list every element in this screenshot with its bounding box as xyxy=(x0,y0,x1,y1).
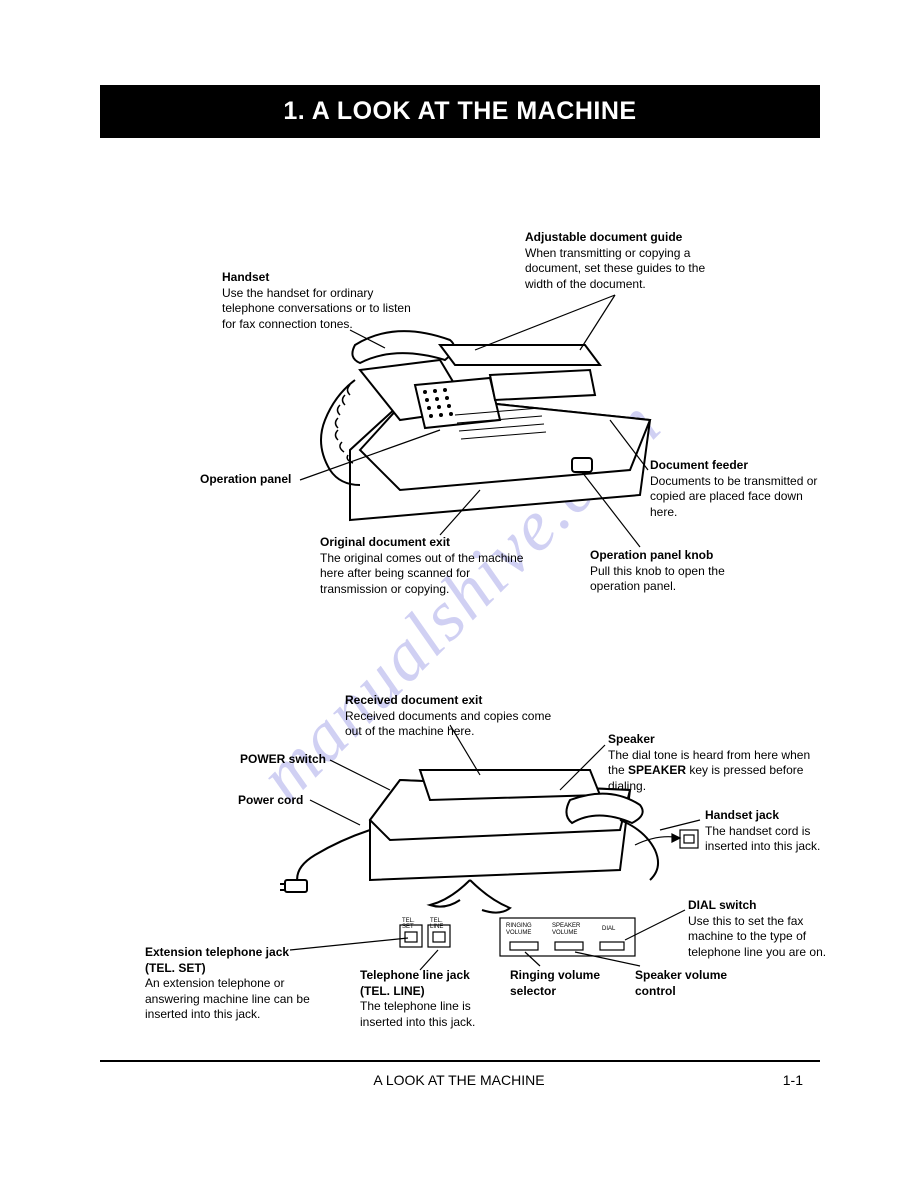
svg-text:LINE: LINE xyxy=(430,924,443,930)
callout-extension-jack: Extension telephone jack (TEL. SET) An e… xyxy=(145,945,310,1023)
callout-dial-switch: DIAL switch Use this to set the fax mach… xyxy=(688,898,838,960)
svg-text:DIAL: DIAL xyxy=(602,926,616,932)
callout-power-switch: POWER switch xyxy=(240,752,340,768)
callout-document-feeder: Document feeder Documents to be transmit… xyxy=(650,458,820,520)
svg-text:VOLUME: VOLUME xyxy=(506,930,531,936)
callout-ringing-volume: Ringing volume selector xyxy=(510,968,620,999)
svg-text:SPEAKER: SPEAKER xyxy=(552,923,581,929)
callout-speaker: Speaker The dial tone is heard from here… xyxy=(608,732,823,794)
footer-rule xyxy=(100,1060,820,1062)
callout-power-cord: Power cord xyxy=(238,793,318,809)
callout-handset: Handset Use the handset for ordinary tel… xyxy=(222,270,412,332)
callout-handset-jack: Handset jack The handset cord is inserte… xyxy=(705,808,835,855)
callout-operation-panel: Operation panel xyxy=(200,472,310,488)
callout-adjustable-guide: Adjustable document guide When transmitt… xyxy=(525,230,725,292)
callout-speaker-volume: Speaker volume control xyxy=(635,968,755,999)
svg-text:VOLUME: VOLUME xyxy=(552,930,577,936)
callout-operation-knob: Operation panel knob Pull this knob to o… xyxy=(590,548,770,595)
callout-original-exit: Original document exit The original come… xyxy=(320,535,530,597)
footer-title: A LOOK AT THE MACHINE xyxy=(0,1072,918,1088)
footer-page-number: 1-1 xyxy=(783,1072,803,1088)
callout-received-exit: Received document exit Received document… xyxy=(345,693,555,740)
svg-text:RINGING: RINGING xyxy=(506,923,532,929)
svg-text:SET: SET xyxy=(402,924,414,930)
callout-tel-line: Telephone line jack (TEL. LINE) The tele… xyxy=(360,968,500,1030)
